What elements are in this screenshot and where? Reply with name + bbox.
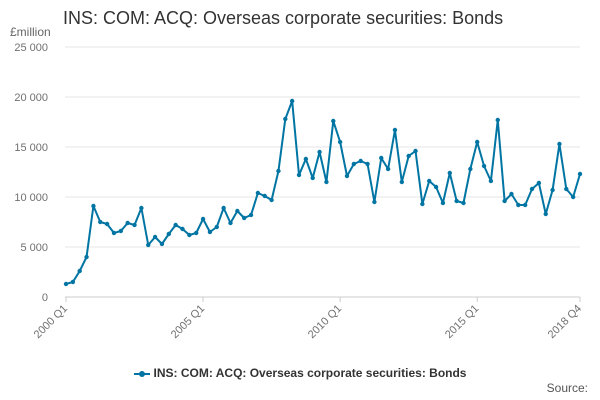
legend-swatch-icon — [133, 370, 150, 378]
data-point[interactable] — [516, 202, 521, 208]
series-group — [63, 98, 583, 287]
data-point[interactable] — [296, 172, 302, 178]
data-point[interactable] — [180, 226, 185, 232]
data-point[interactable] — [207, 229, 213, 235]
data-point[interactable] — [522, 202, 528, 208]
data-point[interactable] — [118, 228, 124, 234]
data-point[interactable] — [159, 241, 165, 247]
data-point[interactable] — [303, 156, 309, 162]
data-point[interactable] — [385, 166, 391, 172]
data-point[interactable] — [132, 222, 137, 228]
data-point[interactable] — [358, 158, 363, 164]
data-point[interactable] — [84, 254, 89, 260]
x-tick-label: 2018 Q4 — [546, 303, 584, 341]
data-point[interactable] — [475, 139, 480, 145]
data-point[interactable] — [289, 98, 295, 104]
data-point[interactable] — [63, 281, 69, 287]
data-point[interactable] — [529, 186, 535, 192]
x-tick-label: 2000 Q1 — [32, 303, 70, 341]
data-point[interactable] — [365, 161, 370, 167]
data-point[interactable] — [331, 118, 336, 124]
data-point[interactable] — [221, 205, 226, 211]
y-tick-label: 5 000 — [20, 242, 48, 254]
data-point[interactable] — [200, 216, 206, 222]
x-tick-label: 2015 Q1 — [443, 303, 481, 341]
data-point[interactable] — [495, 117, 500, 123]
data-point[interactable] — [440, 200, 446, 206]
data-point[interactable] — [536, 180, 542, 186]
data-point[interactable] — [344, 173, 350, 179]
data-point[interactable] — [166, 231, 171, 237]
data-point[interactable] — [214, 224, 219, 230]
data-point[interactable] — [269, 197, 274, 203]
data-point[interactable] — [488, 178, 494, 184]
data-point[interactable] — [139, 205, 144, 211]
data-point[interactable] — [146, 242, 151, 248]
data-point[interactable] — [317, 149, 322, 155]
y-tick-label: 0 — [42, 292, 48, 304]
data-point[interactable] — [481, 163, 487, 169]
chart-title: INS: COM: ACQ: Overseas corporate securi… — [63, 8, 504, 28]
data-point[interactable] — [509, 191, 514, 197]
data-point[interactable] — [241, 215, 247, 221]
data-point[interactable] — [98, 219, 103, 225]
legend[interactable]: INS: COM: ACQ: Overseas corporate securi… — [0, 366, 600, 380]
data-point[interactable] — [550, 187, 555, 193]
data-point[interactable] — [248, 212, 254, 218]
data-point[interactable] — [399, 179, 405, 185]
data-point[interactable] — [413, 148, 418, 154]
data-point[interactable] — [543, 211, 548, 217]
data-point[interactable] — [406, 153, 411, 159]
data-point[interactable] — [454, 198, 459, 204]
data-point[interactable] — [262, 193, 267, 199]
series-line[interactable] — [65, 100, 581, 285]
x-tick-label: 2005 Q1 — [169, 303, 207, 341]
data-point[interactable] — [276, 168, 281, 174]
data-point[interactable] — [77, 268, 82, 274]
data-point[interactable] — [125, 220, 130, 226]
y-tick-label: 10 000 — [14, 192, 48, 204]
data-point[interactable] — [502, 198, 507, 204]
data-point[interactable] — [564, 186, 569, 192]
data-point[interactable] — [577, 171, 583, 177]
data-point[interactable] — [235, 208, 240, 214]
data-point[interactable] — [187, 232, 192, 238]
y-tick-label: 20 000 — [14, 92, 48, 104]
data-point[interactable] — [420, 201, 425, 207]
data-point[interactable] — [152, 234, 158, 240]
data-point[interactable] — [173, 222, 178, 228]
data-point[interactable] — [433, 184, 439, 190]
data-point[interactable] — [461, 200, 466, 206]
y-tick-label: 15 000 — [14, 142, 48, 154]
data-point[interactable] — [310, 175, 315, 181]
data-point[interactable] — [468, 166, 473, 172]
y-axis-unit-label: £million — [10, 25, 51, 39]
legend-label[interactable]: INS: COM: ACQ: Overseas corporate securi… — [153, 366, 467, 380]
data-point[interactable] — [392, 127, 398, 133]
data-point[interactable] — [557, 141, 562, 147]
source-label: Source: — [546, 381, 588, 395]
data-point[interactable] — [91, 203, 96, 209]
y-axis-ticks: 0 5 000 10 000 15 000 20 000 25 000 — [14, 42, 48, 304]
data-point[interactable] — [255, 190, 261, 196]
data-point[interactable] — [228, 220, 233, 226]
data-point[interactable] — [104, 221, 110, 227]
data-point[interactable] — [283, 116, 288, 122]
y-tick-label: 25 000 — [14, 42, 48, 54]
data-point[interactable] — [570, 194, 576, 200]
data-point[interactable] — [70, 279, 76, 285]
data-point[interactable] — [337, 139, 343, 145]
data-point[interactable] — [351, 161, 357, 167]
data-point[interactable] — [194, 230, 199, 236]
x-tick-label: 2010 Q1 — [306, 303, 344, 341]
data-point[interactable] — [372, 199, 377, 205]
data-point[interactable] — [324, 179, 329, 185]
data-point[interactable] — [427, 178, 432, 184]
x-axis: 2000 Q1 2005 Q1 2010 Q1 2015 Q1 2018 Q4 — [32, 296, 584, 341]
data-point[interactable] — [111, 230, 117, 236]
data-point[interactable] — [447, 170, 452, 176]
data-point[interactable] — [379, 155, 384, 161]
